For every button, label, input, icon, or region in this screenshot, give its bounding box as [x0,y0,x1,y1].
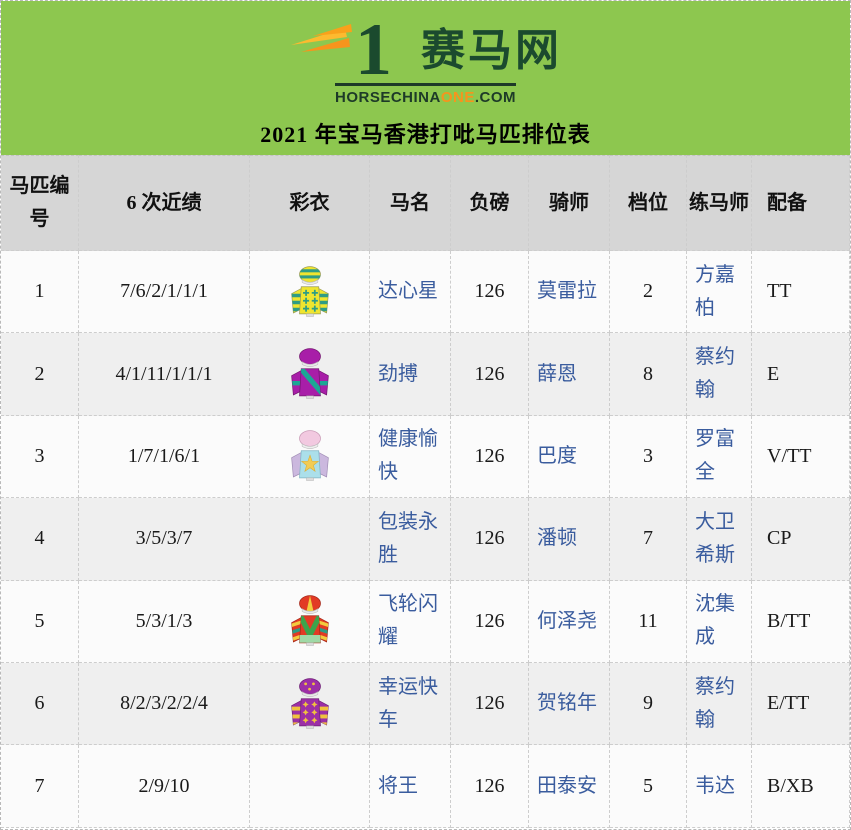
gear-value: E [752,333,850,416]
draw-number: 7 [610,498,687,581]
trainer-link[interactable]: 方嘉柏 [687,251,752,334]
weight: 126 [451,580,529,663]
column-header-jockey: 骑师 [529,155,610,251]
gear-value: E/TT [752,662,850,746]
column-header-gear: 配备 [752,155,850,251]
site-logo[interactable]: 1 赛马网 [289,9,562,91]
weight: 126 [451,251,529,334]
recent-form: 2/9/10 [79,745,250,828]
horse-name-link[interactable]: 幸运快车 [370,662,451,746]
column-header-number: 马匹编号 [1,155,79,251]
horse-name-link[interactable]: 达心星 [370,251,451,334]
trainer-link[interactable]: 蔡约翰 [687,662,752,746]
horse-number: 1 [1,251,79,334]
recent-form: 8/2/3/2/2/4 [79,662,250,746]
horse-name-link[interactable]: 包装永胜 [370,498,451,581]
draw-number: 2 [610,251,687,334]
recent-form: 3/5/3/7 [79,498,250,581]
gear-value: V/TT [752,415,850,499]
gear-value: B/TT [752,580,850,663]
horse-number: 2 [1,333,79,416]
jockey-link[interactable]: 薛恩 [529,333,610,416]
trainer-link[interactable]: 蔡约翰 [687,333,752,416]
recent-form: 1/7/1/6/1 [79,415,250,499]
weight: 126 [451,498,529,581]
table-row: 6 8/2/3/2/2/4 [1,662,850,746]
draw-number: 9 [610,662,687,746]
silks-cell [250,333,370,416]
column-header-silks: 彩衣 [250,155,370,251]
column-header-weight: 负磅 [451,155,529,251]
svg-text:1: 1 [355,14,392,80]
horse-number: 4 [1,498,79,581]
jockey-link[interactable]: 田泰安 [529,745,610,828]
horse-name-link[interactable]: 劲搏 [370,333,451,416]
silks-cell [250,662,370,746]
trainer-link[interactable]: 沈集成 [687,580,752,663]
table-row: 7 2/9/10 将王 126 田泰安 5 韦达 B/XB [1,745,850,828]
jockey-link[interactable]: 潘顿 [529,498,610,581]
table-row: 3 1/7/1/6/1 健康愉快 126 巴度 3 罗富全 V/TT [1,415,850,499]
jockey-link[interactable]: 莫雷拉 [529,251,610,334]
table-row: 1 7/6/2/1/1/1 [1,251,850,334]
horse-number: 7 [1,745,79,828]
silk-lightblue-yellow-star-icon [281,425,339,487]
horse-name-link[interactable]: 飞轮闪耀 [370,580,451,663]
table-row: 2 4/1/11/1/1/1 [1,333,850,416]
silks-cell [250,580,370,663]
silks-cell [250,251,370,334]
column-header-horse: 马名 [370,155,451,251]
jockey-link[interactable]: 巴度 [529,415,610,499]
logo-text: 赛马网 [421,26,562,75]
weight: 126 [451,745,529,828]
recent-form: 7/6/2/1/1/1 [79,251,250,334]
weight: 126 [451,662,529,746]
silks-cell-empty [250,745,370,828]
trainer-link[interactable]: 韦达 [687,745,752,828]
page-title: 2021 年宝马香港打吡马匹排位表 [260,122,591,147]
draw-number: 11 [610,580,687,663]
gear-value: B/XB [752,745,850,828]
gear-value: CP [752,498,850,581]
draw-number: 3 [610,415,687,499]
horse-name-link[interactable]: 健康愉快 [370,415,451,499]
domain-prefix: HORSECHINA [334,89,441,106]
horse-number: 3 [1,415,79,499]
table-row: 5 5/3/1/3 [1,580,850,663]
draw-number: 5 [610,745,687,828]
silks-cell [250,415,370,499]
recent-form: 4/1/11/1/1/1 [79,333,250,416]
weight: 126 [451,415,529,499]
site-banner: 1 赛马网 HORSECHINAONE.COM 2021 年宝马香港打吡马匹排位… [1,1,850,155]
silk-purple-yellow-stars-icon [281,673,339,735]
table-header-row: 马匹编号 6 次近绩 彩衣 马名 负磅 骑师 档位 练马师 配备 [1,155,850,251]
silks-cell-empty [250,498,370,581]
silk-yellow-teal-crosses-icon [281,261,339,323]
silk-red-green-chevron-icon [281,590,339,652]
jockey-link[interactable]: 何泽尧 [529,580,610,663]
trainer-link[interactable]: 大卫希斯 [687,498,752,581]
draw-number: 8 [610,333,687,416]
column-header-draw: 档位 [610,155,687,251]
table-row: 4 3/5/3/7 包装永胜 126 潘顿 7 大卫希斯 CP [1,498,850,581]
gear-value: TT [752,251,850,334]
logo-one-icon: 1 [289,9,417,91]
horse-number: 6 [1,662,79,746]
trainer-link[interactable]: 罗富全 [687,415,752,499]
column-header-trainer: 练马师 [687,155,752,251]
domain-highlight: ONE [440,89,475,106]
horse-name-link[interactable]: 将王 [370,745,451,828]
recent-form: 5/3/1/3 [79,580,250,663]
column-header-recent: 6 次近绩 [79,155,250,251]
weight: 126 [451,333,529,416]
jockey-link[interactable]: 贺铭年 [529,662,610,746]
horse-number: 5 [1,580,79,663]
logo-domain: HORSECHINAONE.COM [334,83,517,106]
silk-magenta-teal-sash-icon [281,343,339,405]
domain-suffix: .COM [474,89,517,106]
